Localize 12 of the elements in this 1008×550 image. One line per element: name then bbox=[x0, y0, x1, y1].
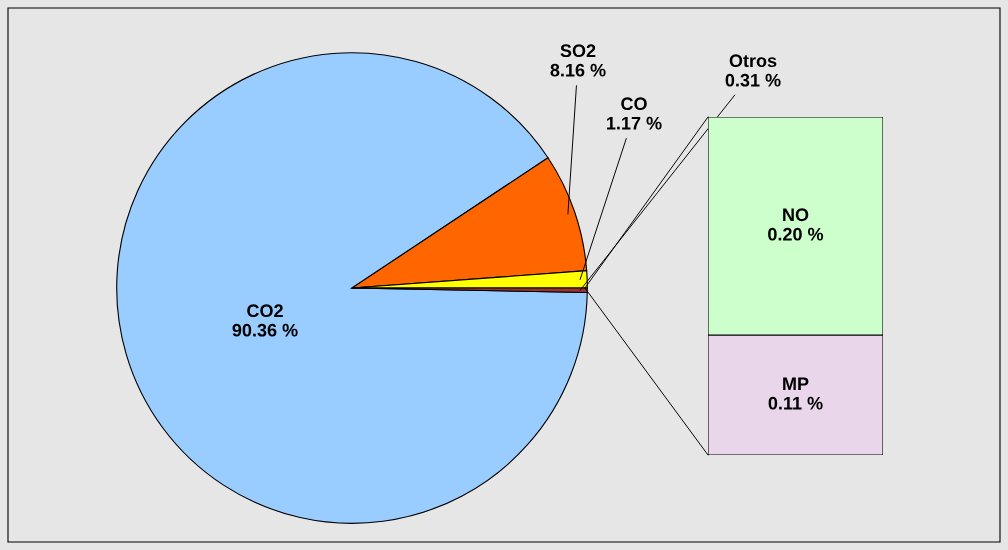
series-label: NO bbox=[783, 208, 809, 222]
slice-label: CO2 bbox=[247, 304, 283, 318]
data-label: 0.31 % bbox=[725, 73, 781, 87]
series-label: MP bbox=[783, 377, 809, 390]
data-label: 0.11 % bbox=[768, 396, 823, 410]
data-label: 90.36 % bbox=[232, 323, 298, 337]
slice-label: Otros bbox=[729, 54, 777, 68]
data-label: 1.17 % bbox=[607, 116, 662, 130]
slice-label: SO2 bbox=[560, 44, 596, 58]
slice-label: CO bbox=[621, 97, 647, 111]
data-label: 0.20 % bbox=[768, 227, 824, 241]
data-label: 8.16 % bbox=[550, 63, 606, 77]
